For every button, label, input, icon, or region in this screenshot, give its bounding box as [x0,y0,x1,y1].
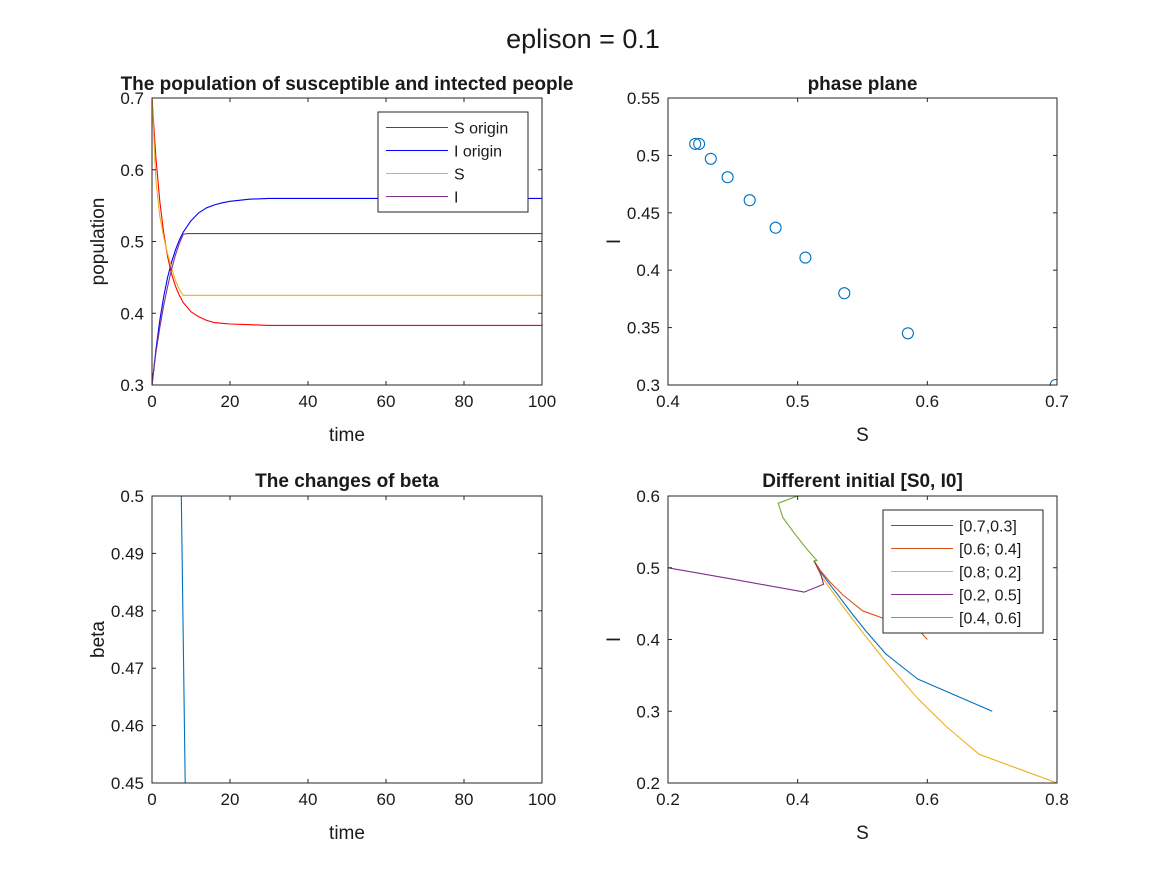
series-line-5 [777,495,818,562]
y-tick-label: 0.3 [636,376,660,395]
data-point [838,287,851,300]
legend-box [377,111,529,213]
x-axis-label: time [329,823,365,844]
x-tick-label: 20 [221,392,240,411]
y-tick-label: 0.48 [111,602,144,621]
y-axis-label: I [604,239,625,244]
legend: S origin I origin SI [377,111,529,213]
y-tick-label: 0.7 [120,89,144,108]
y-tick-label: 0.45 [111,774,144,793]
legend-label: [0.8; 0.2] [959,565,1021,582]
x-tick-label: 80 [455,392,474,411]
data-point [693,137,706,150]
series-line-1 [813,560,993,712]
x-tick-label: 80 [455,790,474,809]
legend-label: [0.6; 0.4] [959,542,1021,559]
y-tick-label: 0.5 [120,487,144,506]
legend-label: [0.4, 0.6] [959,611,1021,628]
x-tick-label: 60 [377,392,396,411]
axes-box [667,97,1058,386]
x-tick-label: 0 [147,392,156,411]
axes-1: 0 20 40 60 80 100 0.3 0.4 0.5 0.6 0.7 time populatio… [88,74,573,446]
y-tick-label: 0.45 [627,204,660,223]
x-tick-label: 0.8 [1045,790,1069,809]
x-tick-label: 100 [528,790,556,809]
y-tick-label: 0.6 [120,161,144,180]
legend-label: [0.2, 0.5] [959,588,1021,605]
series-line-4 [152,233,542,386]
series-line-4 [668,560,825,593]
y-tick-label: 0.49 [111,544,144,563]
data-point [704,152,717,165]
x-tick-label: 0.4 [786,790,810,809]
x-tick-label: 0.6 [916,392,940,411]
y-tick-label: 0.55 [627,89,660,108]
figure-title: eplison = 0.1 [506,24,660,54]
x-tick-label: 20 [221,790,240,809]
x-axis-label: time [329,425,365,446]
x-axis-label: S [856,823,869,844]
plot-area [668,98,1057,385]
legend-label: I origin [454,144,502,161]
axes-title: The changes of beta [255,471,439,492]
y-axis-label: beta [88,621,109,658]
y-tick-label: 0.2 [636,774,660,793]
y-axis-label: population [88,198,109,286]
axes-container: 0 20 40 60 80 1000.30.40.50.60.7timepopulatio… [88,74,1069,844]
x-tick-label: 100 [528,392,556,411]
axes-3: 0 20 40 60 80 100 0.45 0.46 0.47 0.48 0.49 0.5 time b… [88,471,556,844]
x-tick-label: 60 [377,790,396,809]
data-point [689,137,702,150]
y-tick-label: 0.5 [636,146,660,165]
legend: [0.7,0.3] [0.6; 0.4] [0.8; 0.2] [0.2, 0.5] [… [882,509,1044,634]
y-tick-label: 0.35 [627,319,660,338]
axes-4: 0.2 0.4 0.6 0.8 0.2 0.3 0.4 0.5 0.6 S I Different i… [604,471,1069,844]
y-tick-label: 0.3 [636,702,660,721]
x-tick-label: 0.4 [656,392,680,411]
y-tick-label: 0.5 [120,233,144,252]
x-tick-label: 0.6 [916,790,940,809]
axes-box [151,495,543,784]
x-axis-label: S [856,425,869,446]
data-point [799,251,812,264]
y-tick-label: 0.3 [120,376,144,395]
y-axis-label: I [604,637,625,642]
axes-title: phase plane [808,74,918,95]
data-point [769,221,782,234]
x-tick-label: 40 [299,790,318,809]
data-point [721,171,734,184]
data-layer [689,137,1057,386]
legend-label: I [454,190,458,207]
legend-label: [0.7,0.3] [959,519,1017,536]
y-tick-label: 0.4 [120,304,144,323]
plot-area [152,496,542,783]
x-tick-label: 0.5 [786,392,810,411]
y-tick-label: 0.4 [636,261,660,280]
axes-title: Different initial [S0, I0] [762,471,963,492]
series-line-3 [152,97,542,296]
y-tick-label: 0.47 [111,659,144,678]
data-point [901,327,914,340]
data-point [743,194,756,207]
y-tick-label: 0.46 [111,717,144,736]
axes-title: The population of susceptible and intect… [121,74,574,95]
series-line-3 [813,560,1057,784]
y-tick-label: 0.4 [636,631,660,650]
x-tick-label: 0 [147,790,156,809]
y-tick-label: 0.5 [636,559,660,578]
x-tick-label: 40 [299,392,318,411]
legend-label: S [454,167,465,184]
x-tick-label: 0.7 [1045,392,1069,411]
legend-label: S origin [454,121,508,138]
y-tick-label: 0.6 [636,487,660,506]
axes-2: 0.4 0.5 0.6 0.7 0.3 0.35 0.4 0.45 0.5 0.55 S Iphase… [604,74,1069,446]
x-tick-label: 0.2 [656,790,680,809]
